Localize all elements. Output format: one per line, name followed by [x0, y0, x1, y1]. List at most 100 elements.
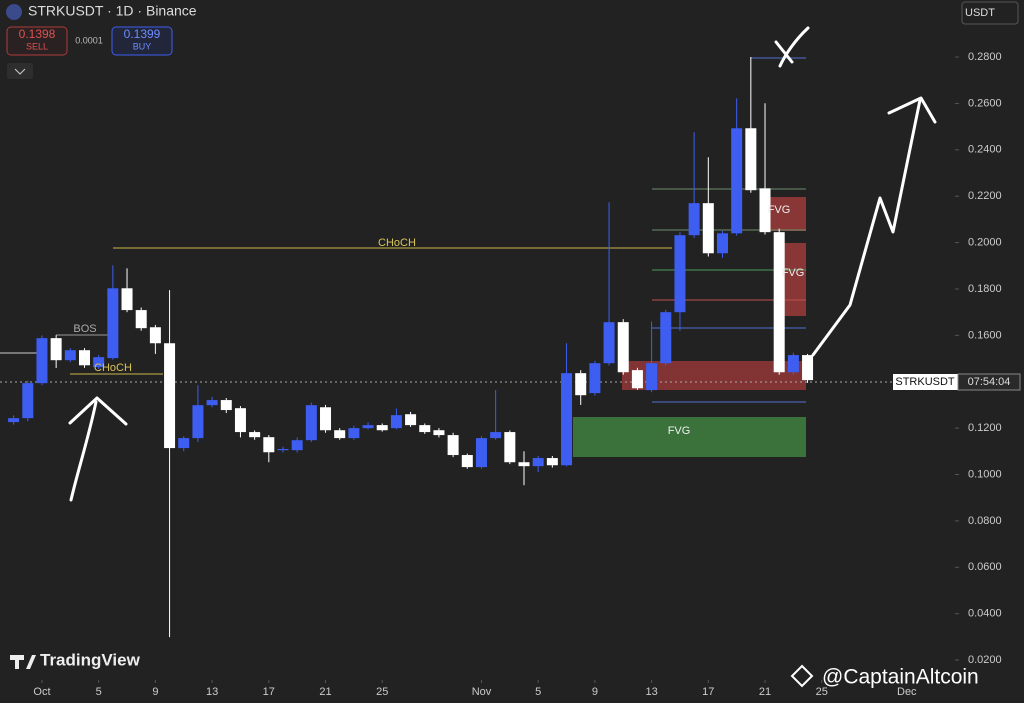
hand-arrow: [69, 400, 98, 502]
candles: [8, 57, 814, 638]
candle-body: [362, 425, 374, 429]
annotation: CHoCH: [378, 237, 416, 249]
countdown-tag: [957, 373, 1021, 391]
candle-body: [731, 128, 743, 234]
candle-body: [589, 363, 601, 394]
candle-body: [220, 400, 232, 411]
candle-body: [164, 343, 176, 449]
candle-body: [561, 373, 573, 466]
x-tick-label: 9: [592, 686, 598, 698]
candle-body: [518, 462, 530, 467]
candle-body: [78, 350, 90, 366]
candle-body: [64, 350, 76, 361]
candle-body: [8, 418, 20, 423]
candle-body: [149, 327, 161, 344]
candle-body: [745, 128, 757, 191]
candle-body: [419, 425, 431, 433]
y-tick-label: 0.2000: [968, 236, 1002, 248]
x-tick-label: 17: [702, 686, 714, 698]
y-tick-label: 0.0200: [968, 654, 1002, 666]
annotation: FVG: [782, 267, 805, 279]
candle-body: [674, 235, 686, 313]
candle-body: [532, 458, 544, 467]
candle-body: [787, 355, 799, 373]
sell-label: SELL: [26, 41, 48, 51]
candle-body: [773, 232, 785, 373]
candle-body: [759, 188, 771, 233]
candle-body: [660, 312, 672, 364]
y-tick-label: 0.0600: [968, 561, 1002, 573]
x-tick-label: 13: [206, 686, 218, 698]
candle-body: [36, 338, 48, 384]
candle-body: [702, 203, 714, 254]
buy-label: BUY: [133, 41, 152, 51]
candle-body: [348, 428, 360, 439]
collapse-button[interactable]: [7, 63, 33, 79]
currency: USDT: [965, 7, 995, 19]
fvg-zone: [573, 417, 806, 457]
candle-body: [277, 449, 289, 451]
spread: 0.0001: [75, 35, 103, 45]
grid: 0.2800 0.2600 0.2400 0.2200 0.2000 0.1800 0.16…: [33, 51, 1001, 698]
candle-body: [475, 438, 487, 468]
candle-body: [50, 338, 62, 361]
y-tick-label: 0.2200: [968, 190, 1002, 202]
annotation: FVG: [668, 425, 691, 437]
x-tick-label: 21: [319, 686, 331, 698]
fvg-zone: [768, 197, 806, 231]
candle-body: [802, 355, 814, 381]
price-tag-symbol: STRKUSDT: [895, 376, 955, 388]
buy-button[interactable]: [111, 26, 173, 56]
candle-body: [575, 373, 587, 396]
candle-body: [646, 363, 658, 391]
candle-body: [546, 458, 558, 466]
y-tick-label: 0.1600: [968, 329, 1002, 341]
candle-body: [688, 203, 700, 236]
currency-select[interactable]: [961, 1, 1019, 25]
x-tick-label: Dec: [897, 686, 917, 698]
y-tick-label: 0.1200: [968, 422, 1002, 434]
candle-body: [603, 322, 615, 364]
hand-arrow: [68, 396, 128, 426]
candle-body: [107, 288, 119, 359]
candle-body: [504, 432, 516, 463]
countdown: 07:54:04: [968, 376, 1011, 388]
candle-body: [334, 430, 346, 439]
candle-body: [135, 310, 147, 329]
symbol-icon: [6, 4, 22, 20]
annotation: FVG: [768, 204, 791, 216]
x-tick-label: 17: [263, 686, 275, 698]
buy-price: 0.1399: [124, 27, 161, 41]
annotation: BOS: [73, 323, 96, 335]
sell-price: 0.1398: [19, 27, 56, 41]
y-tick-label: 0.1800: [968, 283, 1002, 295]
candle-body: [192, 405, 204, 439]
candle-body: [291, 440, 303, 451]
candle-body: [320, 407, 332, 431]
y-tick-label: 0.2800: [968, 51, 1002, 63]
symbol-title: STRKUSDT · 1D · Binance: [28, 3, 197, 19]
x-tick-label: 5: [96, 686, 102, 698]
y-tick-label: 0.0800: [968, 515, 1002, 527]
chevron: [14, 68, 26, 75]
hand-arrow: [887, 96, 937, 124]
sell-button[interactable]: [6, 26, 68, 56]
candle-body: [234, 408, 246, 433]
x-tick-label: 13: [645, 686, 657, 698]
credit: @CaptainAltcoin: [822, 666, 979, 689]
candle-body: [376, 425, 388, 431]
candle-body: [22, 383, 34, 419]
candle-body: [178, 438, 190, 449]
candle-body: [461, 455, 473, 468]
y-tick-label: 0.2600: [968, 97, 1002, 109]
candle-body: [121, 288, 133, 311]
candle-body: [206, 400, 218, 406]
logo: [10, 655, 36, 669]
candle-body: [490, 432, 502, 439]
candle-body: [249, 432, 261, 438]
candle-body: [716, 233, 728, 254]
candle-body: [447, 435, 459, 456]
x-tick-label: Nov: [472, 686, 492, 698]
